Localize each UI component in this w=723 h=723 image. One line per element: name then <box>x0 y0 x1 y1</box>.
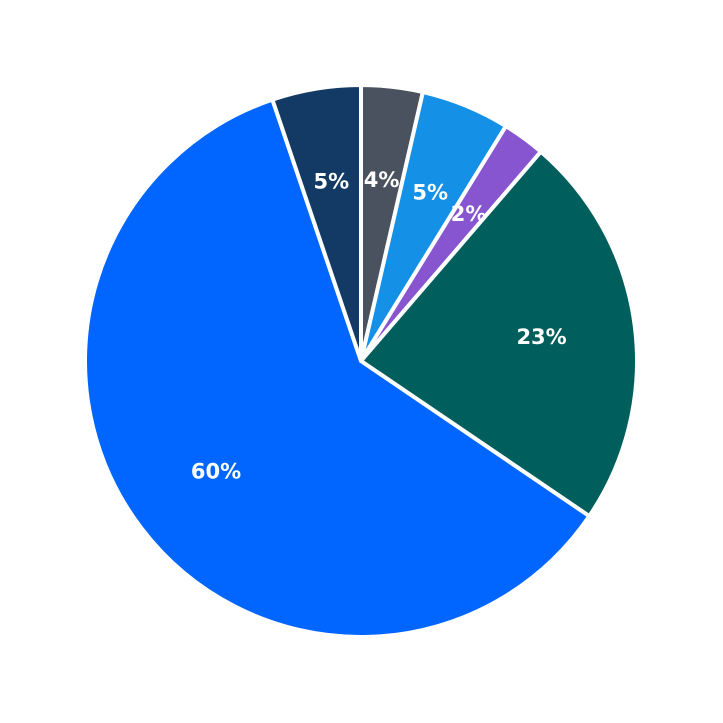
slice-label: 23% <box>516 325 566 349</box>
slice-label: 4% <box>364 168 400 192</box>
pie-slice <box>83 97 592 639</box>
slice-label: 5% <box>412 180 448 204</box>
pie-slice <box>270 83 363 363</box>
slice-label: 2% <box>451 202 487 226</box>
pie-slice <box>359 149 639 519</box>
slice-label: 5% <box>314 169 350 193</box>
slice-label: 60% <box>191 459 241 483</box>
